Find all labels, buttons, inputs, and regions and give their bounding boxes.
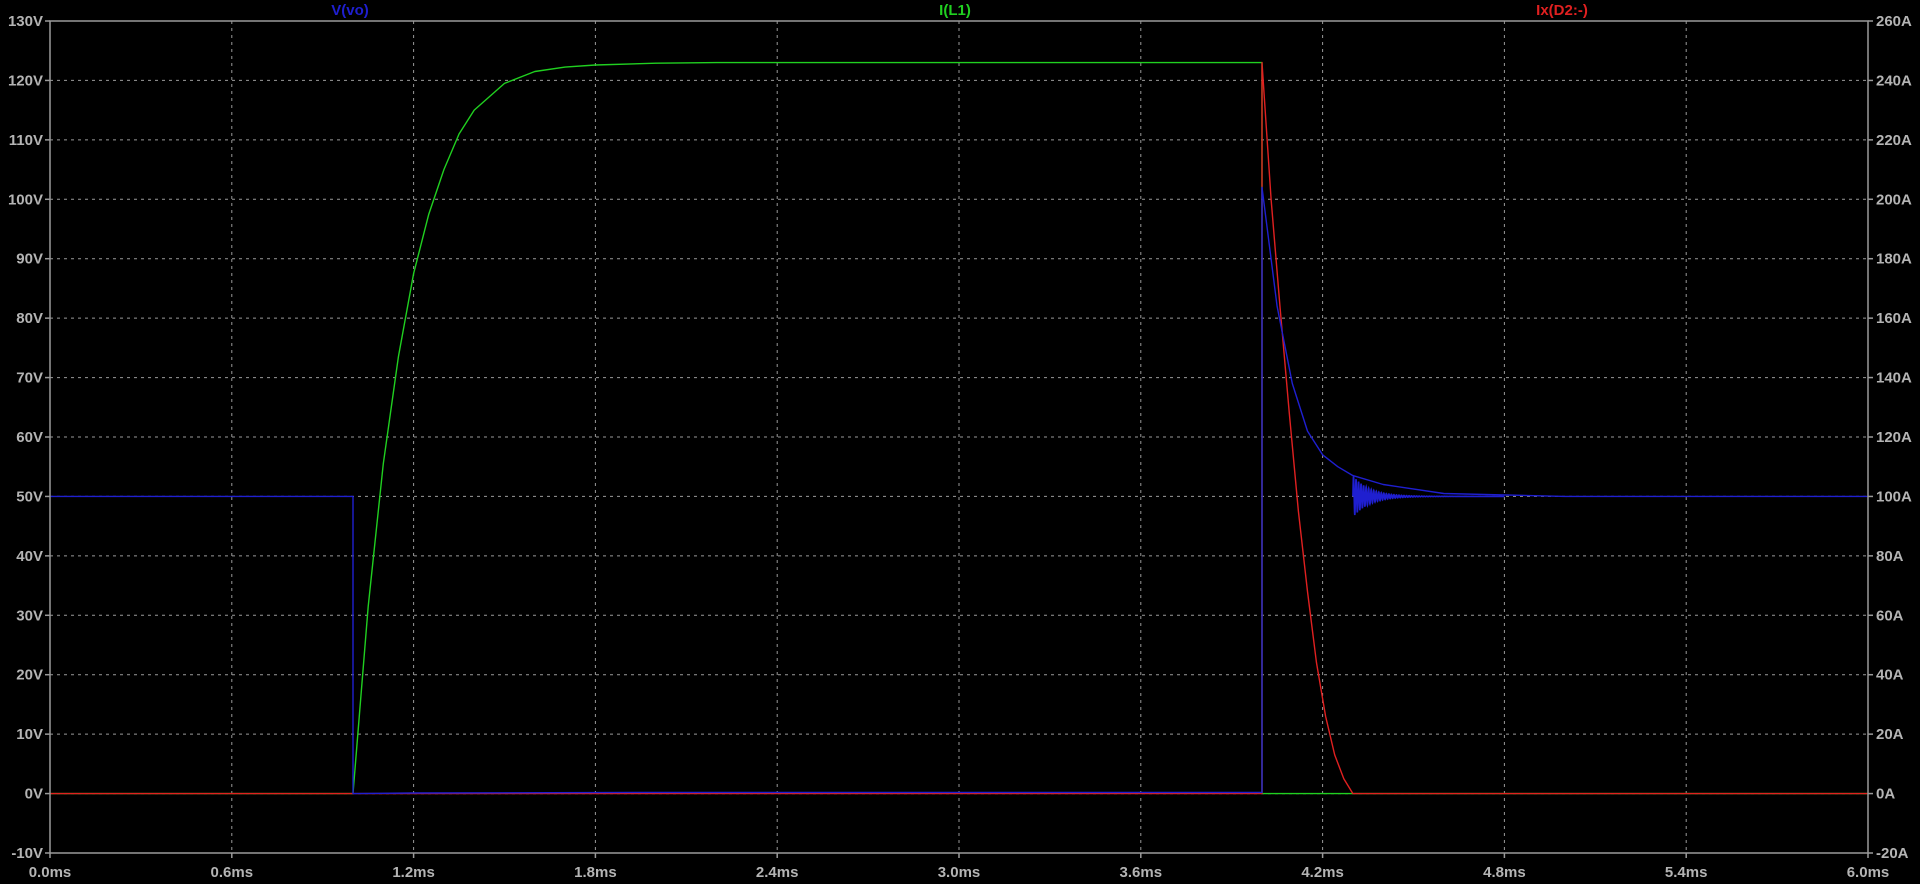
y-tick-label: -10V — [11, 845, 43, 862]
y2-tick-label: 120A — [1876, 429, 1912, 446]
y-tick-label: 60V — [16, 429, 43, 446]
y2-tick-label: -20A — [1876, 845, 1909, 862]
y2-tick-label: 0A — [1876, 786, 1895, 803]
x-tick-label: 2.4ms — [756, 864, 799, 881]
y-tick-label: 20V — [16, 667, 43, 684]
y-tick-label: 40V — [16, 548, 43, 565]
series-line-ix-d2[interactable] — [50, 61, 1868, 795]
y2-tick-label: 160A — [1876, 310, 1912, 327]
y-tick-label: 90V — [16, 251, 43, 268]
legend-label-v-vo[interactable]: V(vo) — [331, 2, 369, 19]
series-line-v-vo[interactable] — [50, 186, 1868, 795]
legend: V(vo) I(L1) Ix(D2:-) — [331, 2, 1588, 19]
y-tick-label: 30V — [16, 607, 43, 624]
x-tick-label: 5.4ms — [1665, 864, 1708, 881]
x-tick-label: 6.0ms — [1847, 864, 1890, 881]
y-tick-label: 100V — [8, 191, 43, 208]
y2-tick-label: 220A — [1876, 132, 1912, 149]
y-tick-label: 50V — [16, 488, 43, 505]
y2-tick-label: 80A — [1876, 548, 1904, 565]
x-tick-label: 4.2ms — [1301, 864, 1344, 881]
x-tick-label: 3.6ms — [1120, 864, 1163, 881]
y-tick-label: 0V — [25, 786, 43, 803]
y-tick-label: 10V — [16, 726, 43, 743]
y-tick-label: 120V — [8, 72, 43, 89]
y2-tick-label: 260A — [1876, 13, 1912, 30]
series-traces — [50, 61, 1868, 795]
axis-ticks: 0.0ms 0.6ms 1.2ms 1.8ms 2.4ms 3.0ms 3.6ms 4.2ms… — [8, 13, 1912, 881]
y-tick-label: 130V — [8, 13, 43, 30]
y2-tick-label: 20A — [1876, 726, 1904, 743]
legend-label-ix-d2[interactable]: Ix(D2:-) — [1536, 2, 1588, 19]
x-tick-label: 0.0ms — [29, 864, 72, 881]
x-tick-label: 1.8ms — [574, 864, 617, 881]
x-tick-label: 1.2ms — [392, 864, 435, 881]
y2-tick-label: 40A — [1876, 667, 1904, 684]
x-tick-label: 4.8ms — [1483, 864, 1526, 881]
series-line-i-l1[interactable] — [50, 61, 1868, 795]
x-tick-label: 0.6ms — [211, 864, 254, 881]
y2-tick-label: 240A — [1876, 72, 1912, 89]
y-tick-label: 70V — [16, 370, 43, 387]
y2-tick-label: 100A — [1876, 488, 1912, 505]
y2-tick-label: 140A — [1876, 370, 1912, 387]
x-tick-label: 3.0ms — [938, 864, 981, 881]
legend-label-i-l1[interactable]: I(L1) — [939, 2, 971, 19]
y2-tick-label: 200A — [1876, 191, 1912, 208]
y2-tick-label: 180A — [1876, 251, 1912, 268]
series-oscillation-v-vo — [1352, 476, 1505, 516]
y2-tick-label: 60A — [1876, 607, 1904, 624]
y-tick-label: 80V — [16, 310, 43, 327]
y-tick-label: 110V — [9, 132, 43, 149]
